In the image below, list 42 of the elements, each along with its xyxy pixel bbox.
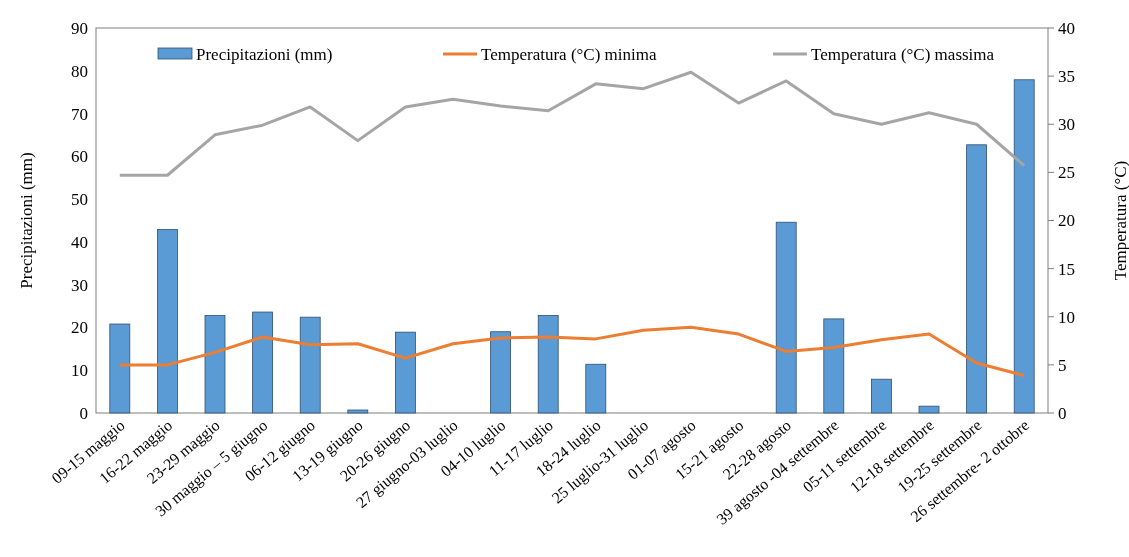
y2-tick-label: 5	[1058, 355, 1067, 375]
y2-tick-label: 20	[1058, 211, 1075, 231]
bar	[823, 318, 845, 414]
y2-axis-title: Temperatura (°C)	[1111, 160, 1129, 281]
y2-tick-label: 0	[1058, 403, 1067, 423]
y-tick-label: 20	[71, 318, 88, 338]
y-tick-label: 60	[71, 147, 88, 167]
bar	[490, 331, 511, 414]
y2-tick-label: 40	[1058, 18, 1075, 38]
bar	[966, 144, 987, 414]
bar	[871, 378, 892, 414]
legend-label: Temperatura (°C) minima	[481, 44, 657, 64]
bar	[299, 316, 321, 414]
y-tick-label: 0	[79, 403, 88, 423]
bar	[537, 315, 559, 414]
legend-label: Precipitazioni (mm)	[196, 44, 333, 64]
bar	[585, 363, 607, 414]
y2-tick-label: 15	[1058, 259, 1075, 279]
y2-tick-label: 35	[1058, 67, 1075, 87]
bar	[1013, 79, 1035, 414]
y-axis-title: Precipitazioni (mm)	[17, 152, 36, 289]
y-tick-label: 90	[71, 18, 88, 38]
y-tick-label: 10	[71, 361, 88, 381]
bar	[918, 405, 940, 414]
bar	[109, 323, 131, 414]
y-tick-label: 70	[71, 104, 88, 124]
bar	[204, 315, 226, 414]
y2-tick-label: 25	[1058, 163, 1075, 183]
y2-tick-label: 30	[1058, 115, 1075, 135]
y2-tick-label: 10	[1058, 307, 1075, 327]
y-tick-label: 50	[71, 190, 88, 210]
bar	[157, 229, 178, 414]
y-tick-label: 80	[71, 61, 88, 81]
line-series	[118, 325, 1026, 377]
bar	[775, 221, 797, 414]
y-tick-label: 40	[71, 232, 88, 252]
bar	[347, 409, 369, 414]
bar	[252, 311, 273, 414]
y-tick-label: 30	[71, 275, 88, 295]
legend-label: Temperatura (°C) massima	[811, 44, 995, 64]
bar	[395, 331, 416, 414]
line-series	[118, 70, 1026, 177]
